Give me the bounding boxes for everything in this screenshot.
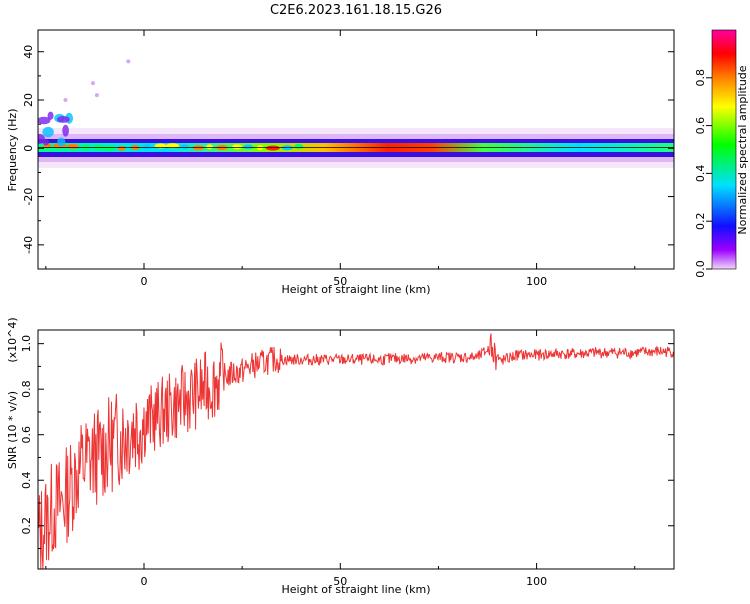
top-x-tick-label-0: 0 xyxy=(141,275,148,288)
bottom-y-tick-label-3: 0.8 xyxy=(20,380,33,398)
colorbar-tick-label-3: 0.6 xyxy=(694,117,707,135)
band-blob xyxy=(243,144,253,150)
band-blob xyxy=(142,144,151,150)
band-blob xyxy=(165,143,180,149)
snr-plot-area xyxy=(38,333,674,569)
band-blob xyxy=(102,145,117,151)
band-blob xyxy=(294,143,304,149)
top-x-axis-label: Height of straight line (km) xyxy=(281,283,430,296)
low-altitude-blob xyxy=(56,115,70,123)
y-multiplier-label: (x10^4) xyxy=(6,317,19,362)
top-x-tick-label-1: 50 xyxy=(333,275,347,288)
top-x-tick-label-2: 100 xyxy=(526,275,547,288)
colorbar-gradient xyxy=(712,30,736,269)
bottom-y-tick-label-2: 0.6 xyxy=(20,426,33,444)
band-blob xyxy=(232,144,243,150)
bottom-axes: 0 50 100 0.2 0.4 0.6 0.8 1.0 xyxy=(20,330,674,588)
top-plot-frame xyxy=(37,29,675,270)
top-y-axis-label: Frequency (Hz) xyxy=(6,109,19,192)
colorbar-tick-label-0: 0.0 xyxy=(694,260,707,278)
bottom-y-axis-label: SNR (10 * v/v) xyxy=(6,391,19,469)
spectrogram-image xyxy=(38,59,674,168)
colorbar-frame xyxy=(711,29,737,270)
low-altitude-blob xyxy=(47,111,54,120)
top-y-tick-label-0: 40 xyxy=(22,45,35,59)
bottom-y-tick-label-4: 1.0 xyxy=(20,335,33,353)
spectrogram-panel: 0 50 100 40 20 0 -20 -40 Height of straight lin… xyxy=(6,29,675,296)
bottom-x-tick-label-0: 0 xyxy=(141,575,148,588)
bottom-x-tick-label-2: 100 xyxy=(526,575,547,588)
snr-panel: 0 50 100 0.2 0.4 0.6 0.8 1.0 Height of straight… xyxy=(6,317,675,596)
band-blob xyxy=(117,145,126,151)
snr-series-line xyxy=(38,333,674,569)
colorbar-label: Normalized spectral amplitude xyxy=(736,65,749,234)
top-y-tick-label-1: 20 xyxy=(22,93,35,107)
band-blob xyxy=(180,144,189,150)
low-altitude-blob xyxy=(62,124,69,137)
scatter-speck xyxy=(94,93,99,98)
colorbar-ticks: 0.0 0.2 0.4 0.6 0.8 xyxy=(694,69,712,278)
colorbar-tick-label-2: 0.4 xyxy=(694,165,707,183)
top-axes: 0 50 100 40 20 0 -20 -40 xyxy=(22,30,674,288)
figure-title: C2E6.2023.161.18.15.G26 xyxy=(270,3,442,18)
scatter-speck xyxy=(90,81,95,86)
top-y-tick-label-3: -20 xyxy=(22,188,35,206)
low-altitude-blob xyxy=(38,116,51,125)
band-blob xyxy=(206,144,213,150)
bottom-plot-frame xyxy=(37,329,675,570)
bottom-x-axis-label: Height of straight line (km) xyxy=(281,583,430,596)
scatter-speck xyxy=(63,98,68,103)
colorbar: 0.0 0.2 0.4 0.6 0.8 Normalized spectral ampl… xyxy=(694,29,749,278)
low-altitude-blob xyxy=(42,139,50,146)
bottom-y-tick-label-0: 0.2 xyxy=(20,517,33,535)
band-blob xyxy=(66,143,79,149)
colorbar-tick-label-1: 0.2 xyxy=(694,212,707,230)
bottom-y-tick-label-1: 0.4 xyxy=(20,471,33,489)
low-altitude-blob xyxy=(42,126,54,138)
band-blob xyxy=(81,144,90,150)
top-y-tick-label-2: 0 xyxy=(22,145,35,152)
low-altitude-blob xyxy=(57,137,66,147)
colorbar-tick-label-4: 0.8 xyxy=(694,69,707,87)
bottom-x-tick-label-1: 50 xyxy=(333,575,347,588)
top-y-tick-label-4: -40 xyxy=(22,236,35,254)
band-blob xyxy=(265,145,280,151)
scatter-speck xyxy=(126,59,131,64)
